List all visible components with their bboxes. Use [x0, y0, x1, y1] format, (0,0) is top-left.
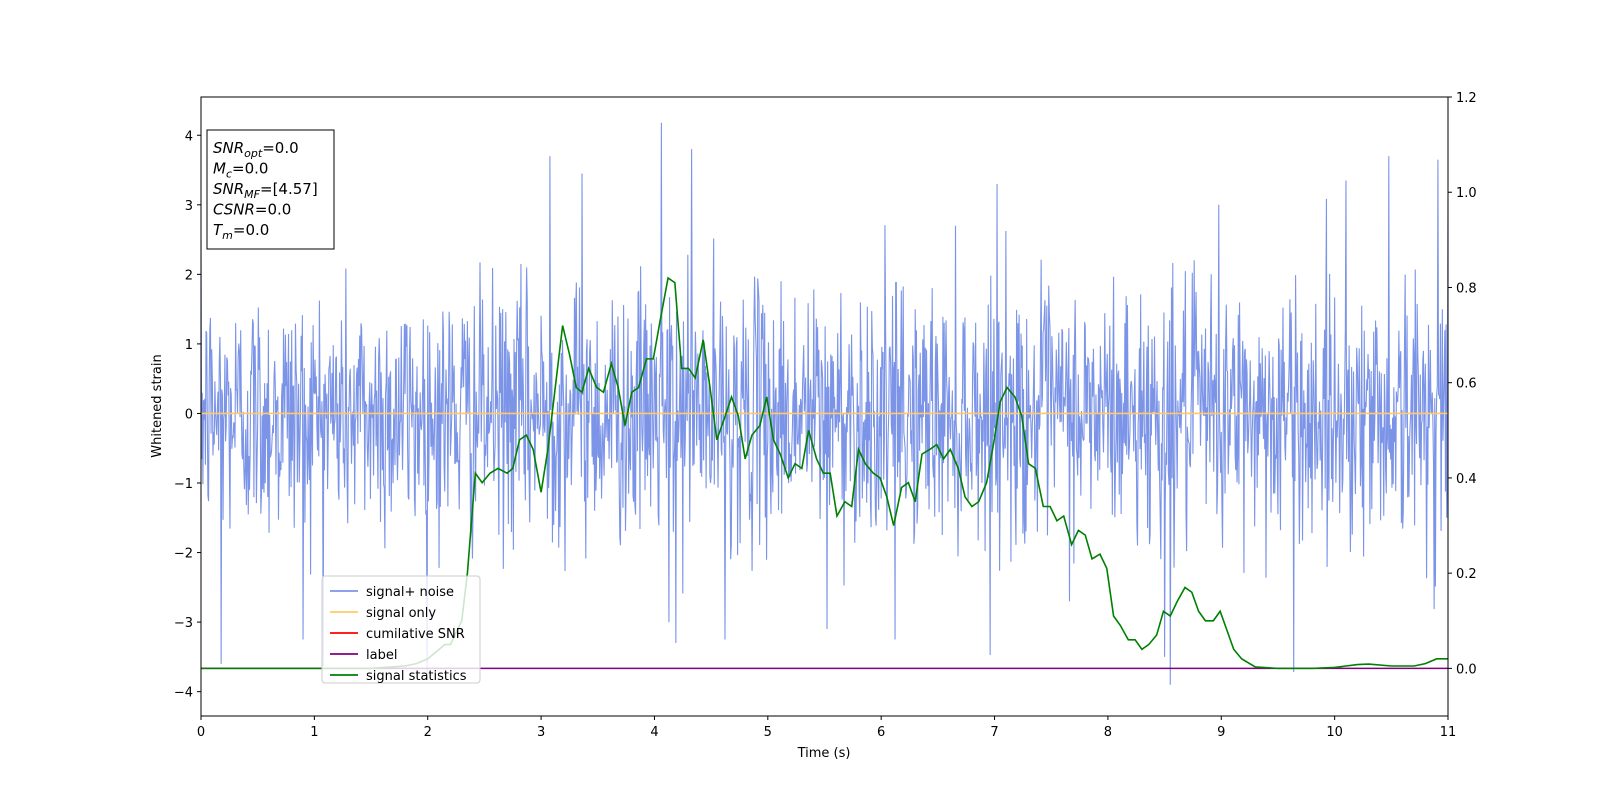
legend-label: signal only — [366, 606, 436, 621]
plot-frame — [200, 96, 1449, 717]
x-tick-label: 11 — [1440, 725, 1457, 740]
info-box-line: SNRMF=[4.57] — [213, 180, 318, 201]
legend: signal+ noise signal only cumilative SNR la… — [321, 575, 481, 684]
y2-tick-label: 0.2 — [1456, 567, 1477, 582]
x-tick-label: 0 — [197, 725, 205, 740]
info-value: =[4.57] — [260, 180, 318, 198]
y-tick-label: −4 — [174, 686, 193, 701]
info-box-line: Mc=0.0 — [213, 160, 268, 181]
legend-label: signal statistics — [366, 669, 467, 684]
x-tick-label: 2 — [424, 725, 432, 740]
info-box-line: SNRopt=0.0 — [213, 139, 299, 160]
x-tick-label: 5 — [764, 725, 772, 740]
y-tick-label: 0 — [185, 407, 193, 422]
info-value: =0.0 — [233, 221, 269, 239]
x-axis-label: Time (s) — [797, 746, 851, 761]
info-box-line: Tm=0.0 — [213, 221, 269, 242]
info-symbol: SNR — [213, 180, 244, 198]
y-tick-label: 4 — [185, 129, 193, 144]
y2-tick-label: 0.8 — [1456, 281, 1477, 296]
x-tick-label: 4 — [650, 725, 658, 740]
info-subscript: c — [226, 168, 232, 181]
y2-tick-label: 0.6 — [1456, 377, 1477, 392]
y-axis-label: Whitened strain — [150, 354, 165, 457]
info-symbol: SNR — [213, 139, 244, 157]
info-symbol: M — [213, 160, 226, 178]
info-box: SNRopt=0.0Mc=0.0SNRMF=[4.57]CSNR=0.0Tm=0… — [206, 129, 335, 250]
info-symbol: T — [213, 221, 224, 239]
legend-label: signal+ noise — [366, 585, 454, 600]
info-subscript: MF — [244, 188, 260, 201]
y-tick-label: 1 — [185, 338, 193, 353]
legend-label: label — [366, 648, 397, 663]
x-tick-label: 1 — [310, 725, 318, 740]
x-tick-label: 7 — [990, 725, 998, 740]
legend-frame — [321, 575, 481, 684]
info-symbol: CSNR — [213, 201, 255, 219]
noise-series-layer — [201, 122, 1448, 685]
y2-tick-label: 0.4 — [1456, 472, 1477, 487]
y-tick-label: −1 — [174, 477, 193, 492]
info-box-frame — [206, 129, 335, 250]
info-box-line: CSNR=0.0 — [213, 201, 291, 219]
x-axis: 0 1 2 3 4 5 6 7 8 9 10 11 — [197, 716, 1456, 740]
info-subscript: opt — [244, 147, 263, 160]
series-signal-noise-line — [201, 122, 1448, 685]
y-axis-right: 1.2 1.0 0.8 0.6 0.4 0.2 0.0 — [1448, 91, 1477, 677]
info-subscript: m — [222, 229, 233, 242]
y-tick-label: −2 — [174, 547, 193, 562]
x-tick-label: 3 — [537, 725, 545, 740]
info-value: =0.0 — [232, 160, 268, 178]
y-tick-label: 2 — [185, 268, 193, 283]
x-tick-label: 10 — [1326, 725, 1343, 740]
x-tick-label: 8 — [1104, 725, 1112, 740]
y-axis-left: 4 3 2 1 0 −1 −2 −3 −4 — [174, 129, 201, 701]
y2-tick-label: 0.0 — [1456, 662, 1477, 677]
info-value: =0.0 — [255, 201, 291, 219]
y2-tick-label: 1.0 — [1456, 186, 1477, 201]
series-signal-statistics-line — [201, 276, 1448, 670]
x-tick-label: 9 — [1217, 725, 1225, 740]
y-tick-label: 3 — [185, 199, 193, 214]
legend-label: cumilative SNR — [366, 627, 465, 642]
x-tick-label: 6 — [877, 725, 885, 740]
y-tick-label: −3 — [174, 616, 193, 631]
y2-tick-label: 1.2 — [1456, 91, 1477, 106]
info-value: =0.0 — [262, 139, 298, 157]
